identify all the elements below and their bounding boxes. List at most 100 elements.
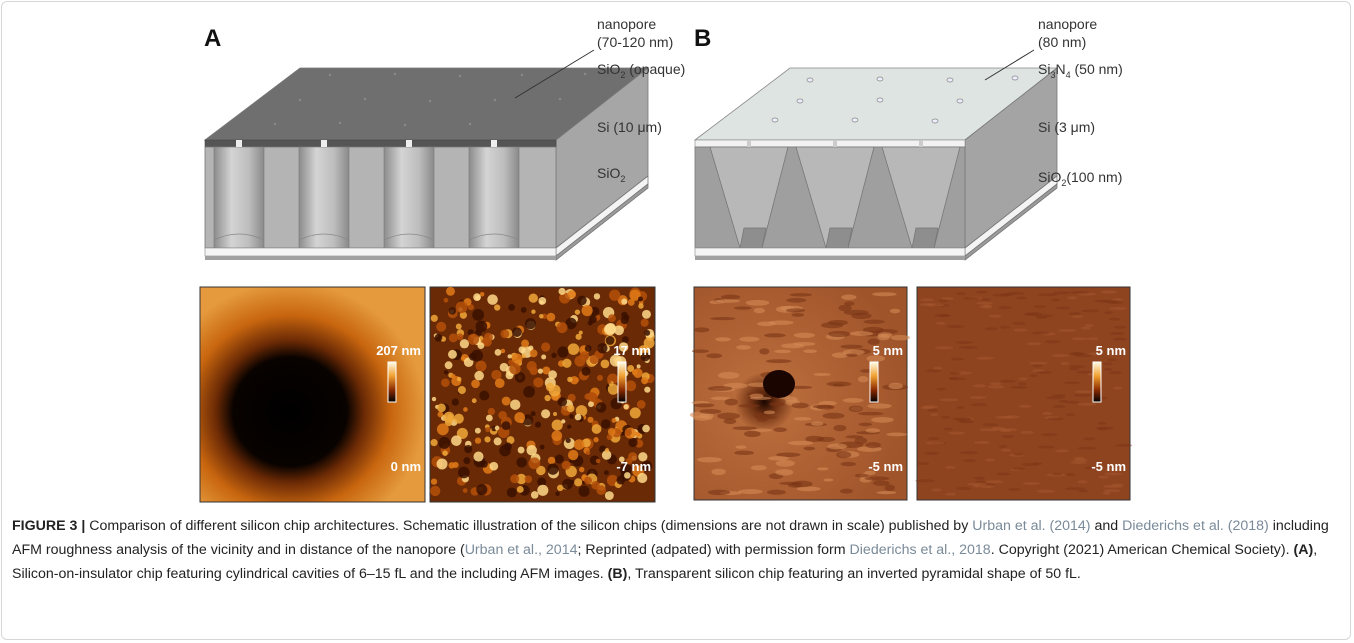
afm-grain xyxy=(539,300,543,304)
afm-texture xyxy=(827,443,847,449)
afm-grain xyxy=(644,387,650,393)
afm-texture xyxy=(757,322,776,327)
afm-texture xyxy=(692,349,709,353)
afm-texture xyxy=(1053,394,1066,397)
afm-texture xyxy=(989,315,1002,318)
nanopore-dot xyxy=(404,124,406,126)
afm-texture xyxy=(1041,433,1058,436)
afm-texture xyxy=(739,404,760,408)
afm-grain xyxy=(604,470,609,475)
afm-texture xyxy=(708,386,733,391)
text-run: SiO xyxy=(1038,169,1061,185)
cylindrical-cavity xyxy=(214,147,264,248)
afm-texture xyxy=(980,485,994,488)
layer-label: (70-120 nm) xyxy=(597,34,673,50)
text-run: Si xyxy=(1038,61,1050,77)
afm-texture xyxy=(840,489,853,494)
pyramid-tip xyxy=(826,228,852,248)
afm-grain xyxy=(512,353,523,364)
caption-link[interactable]: Diederichs et al. (2018) xyxy=(1122,518,1269,534)
afm-texture xyxy=(953,417,972,420)
afm-texture xyxy=(718,372,739,379)
afm-texture xyxy=(1104,489,1121,492)
caption-text: ; Reprinted (adpated) with permission fo… xyxy=(577,542,849,558)
afm-grain xyxy=(594,293,600,299)
afm-texture xyxy=(1066,413,1075,416)
afm-grain xyxy=(531,491,539,499)
afm-texture xyxy=(956,292,966,295)
afm-grain xyxy=(612,418,617,423)
afm-grain xyxy=(575,309,580,314)
afm-grain xyxy=(516,457,526,467)
afm-grain xyxy=(525,475,533,483)
afm-texture xyxy=(885,485,895,492)
afm-grain xyxy=(489,462,498,471)
afm-texture xyxy=(1024,313,1038,316)
afm-texture xyxy=(864,476,889,480)
afm-texture xyxy=(976,291,987,294)
afm-texture xyxy=(986,480,1004,483)
afm-texture xyxy=(878,332,892,337)
afm-texture xyxy=(948,432,965,435)
front-oxide xyxy=(695,248,965,256)
afm-grain xyxy=(582,367,591,376)
nanopore-dot xyxy=(797,99,803,103)
afm-texture xyxy=(931,488,941,491)
nanopore-dot xyxy=(807,78,813,82)
afm-grain xyxy=(584,477,592,485)
afm-grain xyxy=(444,298,449,303)
afm-grain xyxy=(544,395,550,401)
afm-grain xyxy=(437,412,443,418)
afm-texture xyxy=(1074,457,1085,460)
afm-grain xyxy=(448,350,457,359)
afm-texture xyxy=(1113,387,1122,390)
afm-grain xyxy=(597,375,603,381)
figure: 207 nm0 nm17 nm-7 nm5 nm-5 nm5 nm-5 nmAn… xyxy=(0,0,1354,512)
afm-texture xyxy=(769,402,784,406)
afm-texture xyxy=(1002,435,1014,438)
afm-texture xyxy=(788,441,813,445)
afm-grain xyxy=(555,492,560,497)
afm-texture xyxy=(764,333,786,337)
afm-grain xyxy=(531,411,536,416)
afm-texture xyxy=(1014,329,1028,332)
afm-grain xyxy=(488,408,495,415)
afm-texture xyxy=(1016,297,1027,300)
afm-texture xyxy=(1029,374,1037,377)
caption-link[interactable]: Urban et al., 2014 xyxy=(465,542,578,558)
afm-grain xyxy=(588,401,594,407)
afm-grain xyxy=(456,301,468,313)
afm-texture xyxy=(1064,381,1080,384)
afm-texture xyxy=(1010,386,1027,389)
afm-grain xyxy=(558,288,565,295)
afm-texture xyxy=(725,399,738,406)
afm-texture xyxy=(1078,403,1097,406)
panel-label: B xyxy=(694,25,711,52)
afm-grain xyxy=(541,355,546,360)
layer-label: (80 nm) xyxy=(1038,34,1086,50)
afm-grain xyxy=(458,386,466,394)
afm-texture xyxy=(1051,299,1060,302)
nanopore-dot xyxy=(469,123,471,125)
afm-texture xyxy=(1096,427,1114,430)
pyramid-tip xyxy=(740,228,766,248)
caption-link[interactable]: Diederichs et al., 2018 xyxy=(850,542,991,558)
afm-texture xyxy=(1087,337,1098,340)
afm-grain xyxy=(500,330,509,339)
afm-texture xyxy=(867,403,892,408)
afm-texture xyxy=(972,384,986,387)
caption-link[interactable]: Urban et al. (2014) xyxy=(972,518,1090,534)
afm-grain xyxy=(521,307,527,313)
afm-texture xyxy=(1019,377,1028,380)
afm-grain xyxy=(621,316,629,324)
afm-texture xyxy=(1032,332,1050,335)
afm-grain xyxy=(582,305,593,316)
afm-grain xyxy=(562,461,571,470)
afm-texture xyxy=(926,304,945,307)
color-bar-max: 17 nm xyxy=(613,343,651,358)
afm-grain xyxy=(527,361,537,371)
afm-texture xyxy=(990,382,1001,385)
afm-grain xyxy=(541,409,550,418)
afm-texture xyxy=(803,447,815,451)
cylindrical-cavity xyxy=(384,147,434,248)
